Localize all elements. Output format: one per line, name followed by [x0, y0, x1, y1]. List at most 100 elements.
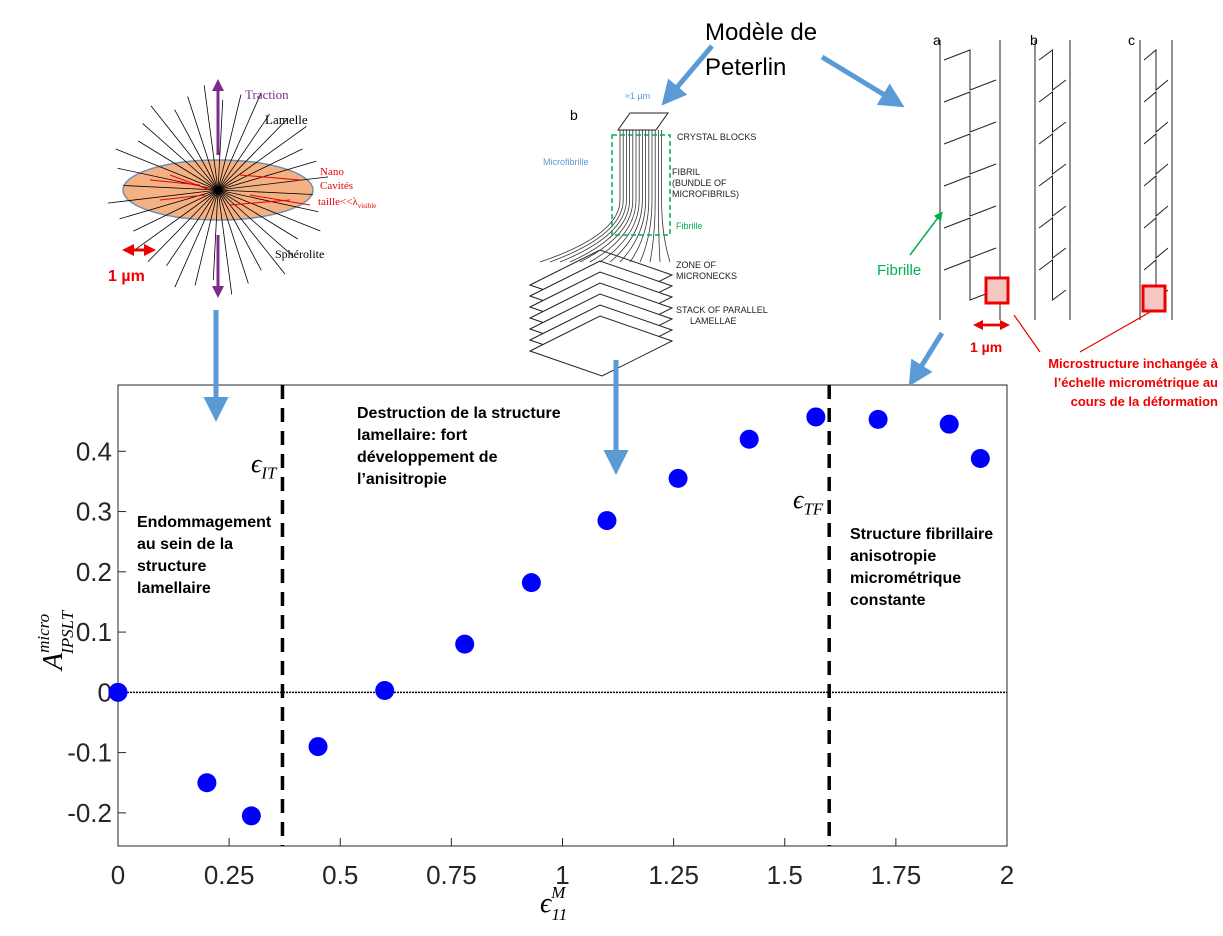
label: LAMELLAE: [690, 316, 737, 326]
block: [943, 49, 997, 91]
microfibril: [579, 130, 634, 263]
y-axis-label: micro: [34, 614, 53, 653]
label: FIBRIL: [672, 167, 700, 177]
threshold-label: TF: [803, 500, 823, 519]
lamella: [217, 126, 307, 191]
lamellae-stack: [528, 249, 674, 377]
pointer: [1013, 314, 1041, 353]
x-axis-label: ϵM 11: [540, 883, 567, 924]
x-axis-label: ϵ: [540, 888, 553, 919]
lamella: [133, 189, 219, 232]
label: a: [933, 32, 941, 48]
fibril-columns: [939, 40, 1173, 320]
y-axis-label: IPSLT: [58, 609, 77, 655]
label: ≈1 µm: [625, 91, 650, 101]
lamella: [147, 189, 219, 262]
microfibril: [661, 130, 671, 263]
lamella: [217, 189, 249, 284]
microfibril: [589, 130, 637, 263]
label: Traction: [245, 87, 289, 102]
block: [1038, 259, 1067, 301]
x-axis-label: M: [550, 883, 566, 902]
lamella: [119, 189, 219, 220]
label: CRYSTAL BLOCKS: [677, 132, 756, 142]
microfibril: [549, 130, 624, 263]
lamella: [217, 189, 294, 257]
block: [1143, 90, 1169, 134]
lamella: [217, 94, 242, 191]
microfibril: [639, 130, 653, 263]
annotation: développement de: [357, 449, 498, 466]
block: [1038, 49, 1067, 91]
x-axis-label: 11: [551, 905, 567, 924]
threshold-label: ϵIT: [251, 449, 278, 483]
point: [939, 414, 959, 434]
cavities: [149, 174, 311, 206]
point: [868, 409, 888, 429]
lamella: [187, 96, 219, 191]
block: [943, 175, 997, 217]
x-tick-label: 1.5: [767, 860, 803, 890]
annotation: constante: [850, 592, 926, 609]
microfibrils: [539, 130, 671, 263]
fibril-box: [611, 134, 671, 236]
label: (BUNDLE OF: [672, 178, 727, 188]
threshold-label: IT: [260, 464, 278, 483]
note: l’échelle micrométrique au: [1054, 375, 1218, 390]
x-tick-label: 1.25: [648, 860, 699, 890]
point: [668, 468, 688, 488]
point: [197, 773, 217, 793]
lamella: [203, 85, 219, 191]
lamella: [528, 315, 674, 377]
threshold-label: ϵTF: [793, 485, 824, 519]
microfibril: [569, 130, 630, 263]
label: Fibrille: [676, 221, 703, 231]
block: [1038, 217, 1067, 259]
threshold-label: ϵ: [251, 449, 263, 478]
block: [943, 91, 997, 133]
annotation: Destruction de la structure: [357, 405, 561, 422]
point: [970, 449, 990, 469]
point: [739, 429, 759, 449]
note: cours de la déformation: [1071, 394, 1218, 409]
pointer: [909, 211, 943, 256]
point: [521, 573, 541, 593]
annotation: anisotropie: [850, 548, 936, 565]
x-tick-label: 0.5: [322, 860, 358, 890]
label: 1 µm: [970, 339, 1002, 355]
lamella: [212, 189, 219, 281]
label: b: [1030, 32, 1038, 48]
x-tick-label: 1: [555, 860, 569, 890]
lamella: [217, 92, 262, 191]
label: taille<<λ: [318, 196, 358, 208]
lamella: [217, 189, 262, 271]
microfibril: [658, 130, 661, 263]
lamella: [217, 148, 303, 191]
block: [1143, 48, 1169, 92]
label: Lamelle: [265, 112, 308, 127]
block: [943, 217, 997, 259]
point: [241, 806, 261, 826]
annotation: Structure fibrillaire: [850, 526, 993, 543]
y-tick-label: 0.4: [76, 436, 112, 466]
lamella: [217, 118, 289, 191]
label: Cavités: [320, 180, 353, 192]
title: Peterlin: [705, 54, 786, 81]
lamella: [217, 176, 329, 191]
point: [308, 737, 328, 757]
y-tick-label: 0.3: [76, 497, 112, 527]
annotation: structure: [137, 558, 206, 575]
pointer: [1079, 311, 1151, 353]
lamella: [115, 148, 219, 191]
y-axis-label: Amicro IPSLT: [34, 609, 77, 672]
x-tick-label: 0: [111, 860, 125, 890]
label: Microfibrille: [543, 157, 589, 167]
label: MICRONECKS: [676, 271, 737, 281]
label: Fibrille: [877, 262, 921, 279]
lamella: [217, 189, 321, 232]
highlight: [1141, 284, 1167, 313]
x-tick-label: 0.25: [204, 860, 255, 890]
block: [943, 259, 997, 301]
block: [1143, 216, 1169, 260]
